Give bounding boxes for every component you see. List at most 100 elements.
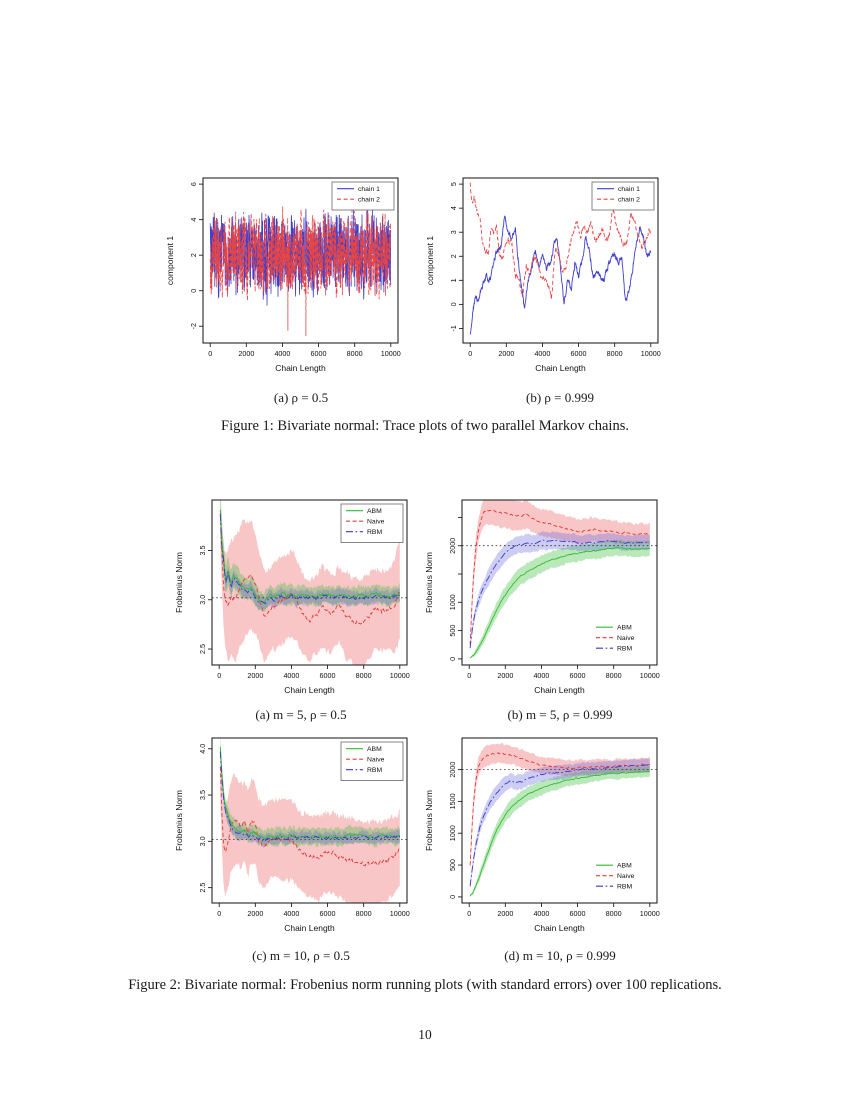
svg-text:10000: 10000 (381, 349, 401, 358)
svg-text:0: 0 (468, 349, 472, 358)
svg-text:500: 500 (448, 625, 457, 637)
svg-text:0: 0 (467, 671, 471, 680)
fig2d-frobenius-plot: 0 2000 4000 6000 8000 10000 0 500 1000 1500 2000 Ch… (424, 737, 660, 933)
fig2b-frobenius-plot: 0 2000 4000 6000 8000 10000 0 500 1000 2000 Chain … (424, 499, 660, 695)
svg-text:10000: 10000 (641, 349, 661, 358)
svg-text:4000: 4000 (283, 671, 299, 680)
svg-text:10000: 10000 (390, 671, 410, 680)
svg-text:3.5: 3.5 (198, 790, 207, 800)
svg-text:3.0: 3.0 (198, 836, 207, 846)
svg-text:4000: 4000 (283, 909, 299, 918)
svg-text:4000: 4000 (274, 349, 290, 358)
svg-text:component 1: component 1 (165, 236, 175, 285)
fig1a-trace-plot: 0 2000 4000 6000 8000 10000 -2 0 2 4 6 Chain Length… (165, 177, 401, 373)
svg-text:Chain Length: Chain Length (284, 923, 335, 933)
svg-text:RBM: RBM (367, 767, 382, 774)
svg-text:Frobenius Norm: Frobenius Norm (424, 790, 434, 851)
svg-text:-2: -2 (189, 323, 198, 329)
svg-text:ABM: ABM (367, 508, 382, 515)
svg-text:6: 6 (189, 182, 198, 186)
svg-text:8000: 8000 (347, 349, 363, 358)
svg-text:4.0: 4.0 (198, 744, 207, 754)
svg-text:5: 5 (449, 182, 458, 186)
svg-text:Naive: Naive (367, 757, 385, 764)
svg-text:1000: 1000 (448, 594, 457, 610)
svg-text:8000: 8000 (356, 909, 372, 918)
svg-text:0: 0 (189, 289, 198, 293)
svg-text:Chain Length: Chain Length (284, 685, 335, 695)
svg-text:4000: 4000 (533, 909, 549, 918)
svg-text:6000: 6000 (320, 671, 336, 680)
svg-text:1500: 1500 (448, 793, 457, 809)
svg-text:2000: 2000 (247, 909, 263, 918)
fig2a-frobenius-plot: 0 2000 4000 6000 8000 10000 2.5 3.0 3.5 Chain Len… (174, 499, 410, 695)
svg-text:500: 500 (448, 859, 457, 871)
svg-text:RBM: RBM (617, 646, 632, 653)
fig1a-subcaption: (a) ρ = 0.5 (273, 390, 329, 405)
svg-text:4000: 4000 (533, 671, 549, 680)
svg-text:Naive: Naive (367, 519, 385, 526)
svg-text:2000: 2000 (247, 671, 263, 680)
svg-text:Chain Length: Chain Length (534, 685, 585, 695)
svg-text:chain 2: chain 2 (618, 197, 640, 204)
fig1b-subcaption: (b) ρ = 0.999 (526, 390, 594, 405)
svg-text:6000: 6000 (320, 909, 336, 918)
svg-text:Frobenius Norm: Frobenius Norm (174, 790, 184, 851)
svg-text:Naive: Naive (617, 873, 635, 880)
svg-text:6000: 6000 (311, 349, 327, 358)
svg-text:6000: 6000 (570, 909, 586, 918)
svg-text:Chain Length: Chain Length (535, 363, 586, 373)
svg-text:Chain Length: Chain Length (534, 923, 585, 933)
svg-text:1: 1 (449, 278, 458, 282)
svg-text:chain 2: chain 2 (358, 197, 380, 204)
fig1b-trace-plot: 0 2000 4000 6000 8000 10000 -1 0 1 2 3 4 5 Chain Leng… (425, 177, 661, 373)
svg-text:8000: 8000 (606, 909, 622, 918)
svg-text:10000: 10000 (640, 909, 660, 918)
svg-text:0: 0 (467, 909, 471, 918)
figure2-caption: Figure 2: Bivariate normal: Frobenius no… (128, 977, 722, 993)
svg-text:chain 1: chain 1 (618, 186, 640, 193)
svg-text:2000: 2000 (238, 349, 254, 358)
svg-text:0: 0 (448, 657, 457, 661)
fig2c-subcaption: (c) m = 10, ρ = 0.5 (252, 948, 350, 963)
svg-text:RBM: RBM (617, 884, 632, 891)
svg-text:8000: 8000 (606, 671, 622, 680)
svg-text:2: 2 (449, 254, 458, 258)
svg-text:0: 0 (448, 895, 457, 899)
svg-text:2000: 2000 (448, 762, 457, 778)
svg-text:1000: 1000 (448, 825, 457, 841)
svg-text:8000: 8000 (356, 671, 372, 680)
svg-text:Chain Length: Chain Length (275, 363, 326, 373)
fig2c-frobenius-plot: 0 2000 4000 6000 8000 10000 2.5 3.0 3.5 4.0 Chain … (174, 737, 410, 933)
svg-text:Frobenius Norm: Frobenius Norm (424, 552, 434, 613)
svg-text:6000: 6000 (570, 671, 586, 680)
fig2a-subcaption: (a) m = 5, ρ = 0.5 (255, 707, 347, 722)
svg-text:0: 0 (217, 909, 221, 918)
svg-text:10000: 10000 (640, 671, 660, 680)
svg-text:Frobenius Norm: Frobenius Norm (174, 552, 184, 613)
svg-text:2000: 2000 (448, 538, 457, 554)
svg-text:ABM: ABM (367, 746, 382, 753)
svg-text:10000: 10000 (390, 909, 410, 918)
figure1-caption: Figure 1: Bivariate normal: Trace plots … (221, 418, 629, 434)
svg-text:8000: 8000 (607, 349, 623, 358)
svg-text:0: 0 (449, 302, 458, 306)
svg-text:RBM: RBM (367, 529, 382, 536)
svg-text:2: 2 (189, 253, 198, 257)
svg-text:0: 0 (217, 671, 221, 680)
svg-text:component 1: component 1 (425, 236, 435, 285)
svg-text:3.0: 3.0 (198, 595, 207, 605)
svg-text:ABM: ABM (617, 863, 632, 870)
svg-text:4000: 4000 (534, 349, 550, 358)
svg-text:3: 3 (449, 230, 458, 234)
svg-text:-1: -1 (449, 325, 458, 331)
svg-text:4: 4 (189, 218, 198, 222)
svg-text:Naive: Naive (617, 635, 635, 642)
fig2b-subcaption: (b) m = 5, ρ = 0.999 (507, 707, 613, 722)
svg-text:2000: 2000 (497, 671, 513, 680)
svg-text:2000: 2000 (498, 349, 514, 358)
svg-text:4: 4 (449, 206, 458, 210)
svg-text:ABM: ABM (617, 625, 632, 632)
svg-text:2.5: 2.5 (198, 644, 207, 654)
